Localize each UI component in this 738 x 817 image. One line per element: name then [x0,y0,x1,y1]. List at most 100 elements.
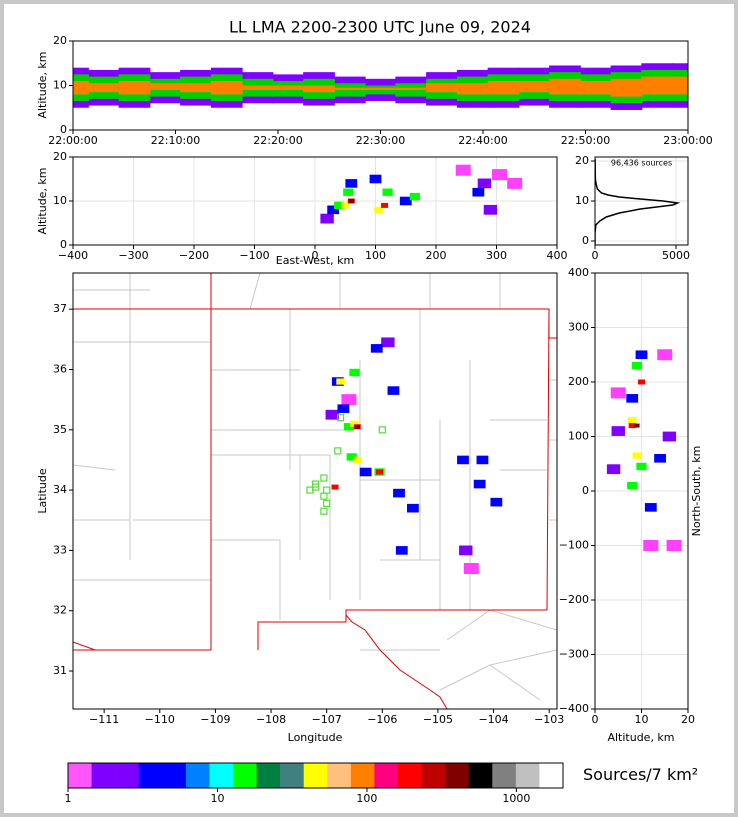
altitude-band [487,81,520,95]
x-tick-label: −109 [200,713,230,726]
source-density [463,562,479,574]
colorbar-segment [445,763,470,788]
x-tick-label: −103 [534,713,564,726]
x-tick-label: 22:20:00 [253,134,302,147]
colorbar-segment [209,763,234,788]
y-tick-label: 31 [53,664,67,677]
source-density [631,361,642,370]
colorbar-segment [492,763,517,788]
source-density [635,350,648,360]
source-density [343,423,355,431]
source-density [325,409,339,420]
x-tick-label: 10 [635,713,649,726]
source-density [644,503,657,512]
x-axis-label: Longitude [288,731,343,744]
y-tick-label: 20 [575,154,589,167]
source-density [395,546,408,555]
x-tick-label: 0 [592,713,599,726]
map-lines [73,273,557,709]
source-density [349,368,360,377]
source-density [382,188,393,196]
y-tick-label: 35 [53,423,67,436]
y-tick-label: 10 [53,194,67,207]
source-density [626,394,639,403]
y-tick-label: −400 [559,702,589,715]
x-tick-label: −110 [145,713,175,726]
x-tick-label: −104 [478,713,508,726]
y-tick-label: 0 [60,238,67,251]
y-tick-label: 20 [53,34,67,47]
source-density [359,467,372,477]
source-density [477,178,492,189]
altitude-band [518,81,551,93]
x-tick-label: 22:10:00 [151,134,200,147]
source-density [662,431,677,442]
altitude-band [87,83,120,93]
axes-frame [67,762,564,789]
source-density [457,455,469,465]
x-tick-label: 300 [486,249,507,262]
source-density [334,201,345,210]
y-tick-label: 33 [53,543,67,556]
x-tick-label: 1 [65,792,72,805]
source-density [455,164,471,176]
station [336,414,345,422]
altitude-band [672,76,688,95]
altitude-band [180,83,212,93]
altitude-band [395,87,428,90]
source-density [331,484,339,490]
altitude-histogram [595,158,681,245]
y-tick-label: −200 [559,593,589,606]
station [334,447,342,455]
colorbar-segment [327,763,352,788]
y-tick-label: 32 [53,604,67,617]
y-tick-label: 0 [582,484,589,497]
x-tick-label: 0 [312,249,319,262]
altitude-band [426,83,458,93]
figure-background [4,4,734,813]
source-density [399,196,412,206]
colorbar-segment [421,763,446,788]
source-density [350,420,359,427]
x-tick-label: 22:00:00 [48,134,97,147]
y-tick-label: 100 [568,430,589,443]
x-tick-label: −106 [367,713,397,726]
source-density [381,337,395,348]
altitude-band [641,76,674,95]
x-tick-label: −100 [239,249,269,262]
station [320,492,328,500]
y-axis-label: Altitude, km [36,167,49,234]
source-density [343,188,354,196]
axes-frame [72,272,558,710]
source-density [340,202,350,209]
source-density [348,199,354,203]
source-density [473,479,486,489]
source-density [370,344,383,353]
y-tick-label: −300 [559,648,589,661]
altitude-band [333,87,366,90]
colorbar-segment [280,763,305,788]
colorbar-segment [303,763,328,788]
colorbar-segment [515,763,540,788]
x-tick-label: −108 [256,713,286,726]
x-tick-label: 100 [356,792,377,805]
source-density [327,205,340,215]
y-tick-label: 10 [53,79,67,92]
source-density [337,404,350,413]
station [323,499,331,507]
station [320,507,328,515]
colorbar-segment [374,763,399,788]
source-density [507,177,523,189]
x-tick-label: −111 [89,713,119,726]
colorbar-label: Sources/7 km² [583,765,698,784]
source-density [354,424,360,429]
source-density [336,378,345,385]
y-tick-label: 20 [53,150,67,163]
source-density [490,497,503,507]
source-density [369,174,382,184]
colorbar-segment [468,763,493,788]
colorbar-segment [68,763,92,788]
source-density [381,202,389,208]
colorbar-segment [398,763,422,788]
